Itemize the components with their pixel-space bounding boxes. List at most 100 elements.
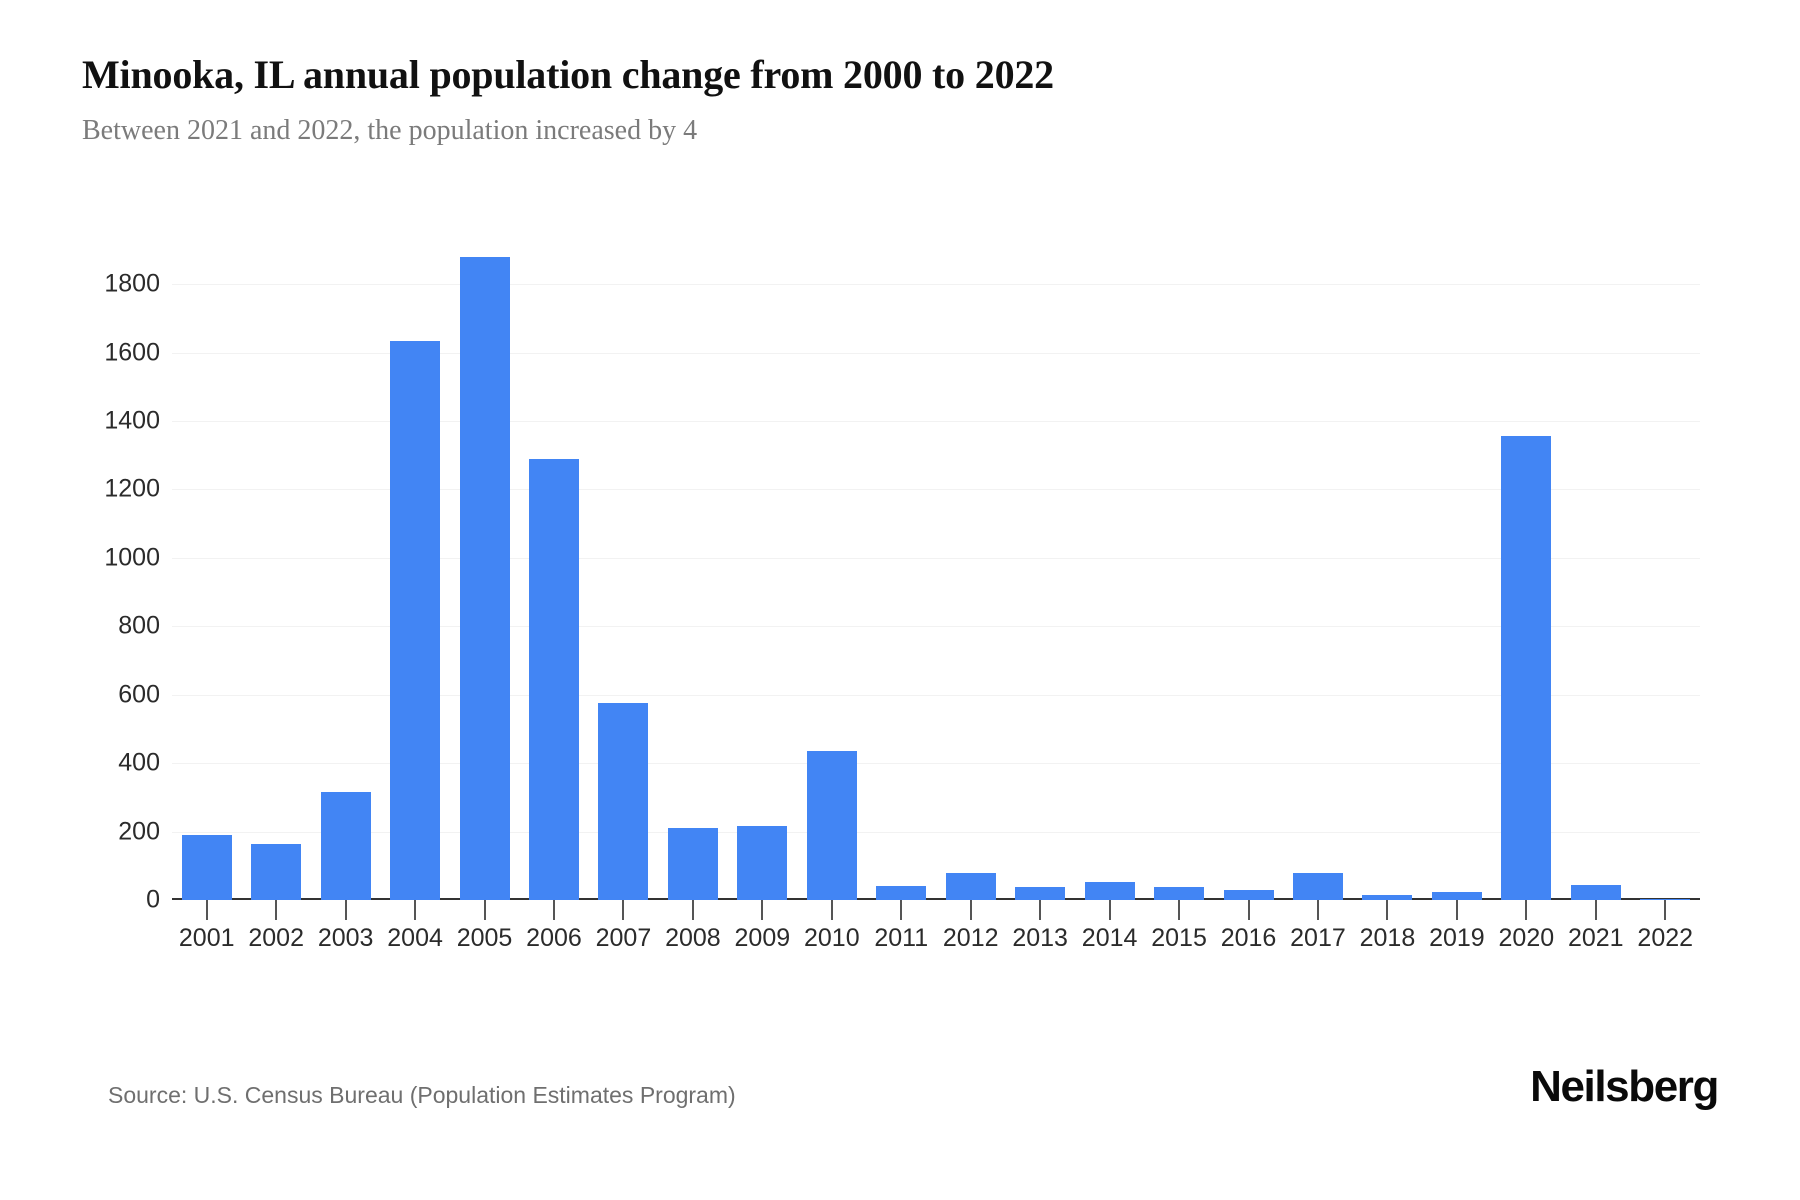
x-tick-mark: [830, 900, 833, 920]
bar-slot: [797, 250, 866, 900]
bar[interactable]: [1570, 884, 1621, 900]
bar[interactable]: [459, 256, 510, 900]
bar[interactable]: [1640, 898, 1691, 900]
bar[interactable]: [1223, 890, 1274, 900]
x-tick-label: 2016: [1220, 924, 1277, 952]
bar[interactable]: [1084, 882, 1135, 900]
bar[interactable]: [1362, 894, 1413, 900]
gridline: [172, 489, 1700, 491]
x-tick-slot: [241, 900, 310, 922]
bar-slot: [1214, 250, 1283, 900]
x-tick-mark: [1178, 900, 1181, 920]
y-tick-label: 400: [118, 748, 160, 777]
x-tick-mark: [622, 900, 625, 920]
x-tick-label: 2013: [1012, 924, 1068, 952]
x-axis: 2001 2002 2003 2004 2005 2006 2007 2008 2009 2010…: [172, 900, 1700, 990]
chart-header: Minooka, IL annual population change fro…: [82, 50, 1722, 150]
x-tick-slot: [1561, 900, 1630, 922]
x-tick-label: 2012: [942, 924, 999, 952]
x-tick-label: 2002: [248, 924, 304, 952]
bar-slot: [589, 250, 658, 900]
bar[interactable]: [251, 843, 302, 900]
x-tick-label: 2008: [665, 924, 721, 952]
x-tick-label: 2022: [1637, 924, 1694, 952]
bar-slot: [1283, 250, 1352, 900]
x-tick-label: 2021: [1567, 924, 1624, 952]
brand-logo: Neilsberg: [1530, 1062, 1719, 1111]
x-tick-slot: [519, 900, 588, 922]
bar[interactable]: [1154, 887, 1205, 900]
y-axis: 0 200 400 600 800 1000 1200 1400 1600 1800: [0, 250, 160, 914]
bar[interactable]: [876, 886, 927, 900]
x-tick-mark: [483, 900, 486, 920]
x-tick-label: 2015: [1151, 924, 1207, 952]
x-tick-mark: [344, 900, 347, 920]
x-tick-label: 2014: [1081, 924, 1138, 952]
bar-slot: [450, 250, 519, 900]
bar-slot: [1422, 250, 1491, 900]
x-tick-label: 2018: [1359, 924, 1416, 952]
x-tick-slot: [311, 900, 380, 922]
x-tick-mark: [1039, 900, 1042, 920]
bar[interactable]: [667, 828, 718, 900]
bar-slot: [1005, 250, 1074, 900]
bar[interactable]: [528, 458, 579, 900]
y-tick-label: 200: [118, 817, 160, 846]
x-axis-labels: 2001 2002 2003 2004 2005 2006 2007 2008 2009 2010…: [172, 924, 1700, 953]
x-tick-label: 2001: [178, 924, 235, 952]
bar[interactable]: [945, 873, 996, 900]
y-tick-label: 1400: [104, 406, 160, 435]
bar-slot: [1144, 250, 1213, 900]
bar[interactable]: [806, 751, 857, 900]
x-tick-label: 2004: [387, 924, 443, 952]
x-tick-mark: [900, 900, 903, 920]
x-tick-slot: [1214, 900, 1283, 922]
bar[interactable]: [598, 703, 649, 900]
x-tick-slot: [589, 900, 658, 922]
bar-slot: [728, 250, 797, 900]
gridline: [172, 763, 1700, 765]
x-tick-mark: [969, 900, 972, 920]
x-tick-label: 2011: [874, 924, 929, 952]
x-tick-mark: [1455, 900, 1458, 920]
chart-subtitle: Between 2021 and 2022, the population in…: [82, 115, 698, 146]
bar[interactable]: [1501, 436, 1552, 900]
x-tick-mark: [1525, 900, 1528, 920]
x-tick-slot: [450, 900, 519, 922]
x-tick-mark: [205, 900, 208, 920]
bar[interactable]: [1431, 892, 1482, 900]
bar[interactable]: [1292, 872, 1343, 900]
bar-slot: [380, 250, 449, 900]
x-tick-slot: [380, 900, 449, 922]
bar[interactable]: [320, 792, 371, 900]
x-tick-slot: [658, 900, 727, 922]
x-tick-mark: [552, 900, 555, 920]
x-tick-slot: [1422, 900, 1491, 922]
x-tick-slot: [797, 900, 866, 922]
bar-slot: [172, 250, 241, 900]
x-tick-slot: [1631, 900, 1700, 922]
gridline: [172, 557, 1700, 559]
bar-slot: [1561, 250, 1630, 900]
x-tick-label: 2019: [1429, 924, 1485, 952]
x-tick-mark: [275, 900, 278, 920]
gridline: [172, 421, 1700, 423]
bar-slot: [1075, 250, 1144, 900]
y-tick-label: 600: [118, 680, 160, 709]
x-tick-label: 2009: [734, 924, 791, 952]
x-tick-label: 2007: [595, 924, 652, 952]
source-note: Source: U.S. Census Bureau (Population E…: [108, 1082, 736, 1108]
gridline: [172, 694, 1700, 696]
bar-slot: [311, 250, 380, 900]
bar[interactable]: [1015, 887, 1066, 900]
x-tick-mark: [1664, 900, 1667, 920]
bar[interactable]: [737, 826, 788, 900]
bar[interactable]: [390, 340, 441, 900]
bar[interactable]: [181, 835, 232, 900]
x-tick-slot: [1144, 900, 1213, 922]
x-axis-baseline: [172, 898, 1700, 900]
x-tick-slot: [1283, 900, 1352, 922]
y-tick-label: 800: [118, 611, 160, 640]
gridline: [172, 284, 1700, 286]
